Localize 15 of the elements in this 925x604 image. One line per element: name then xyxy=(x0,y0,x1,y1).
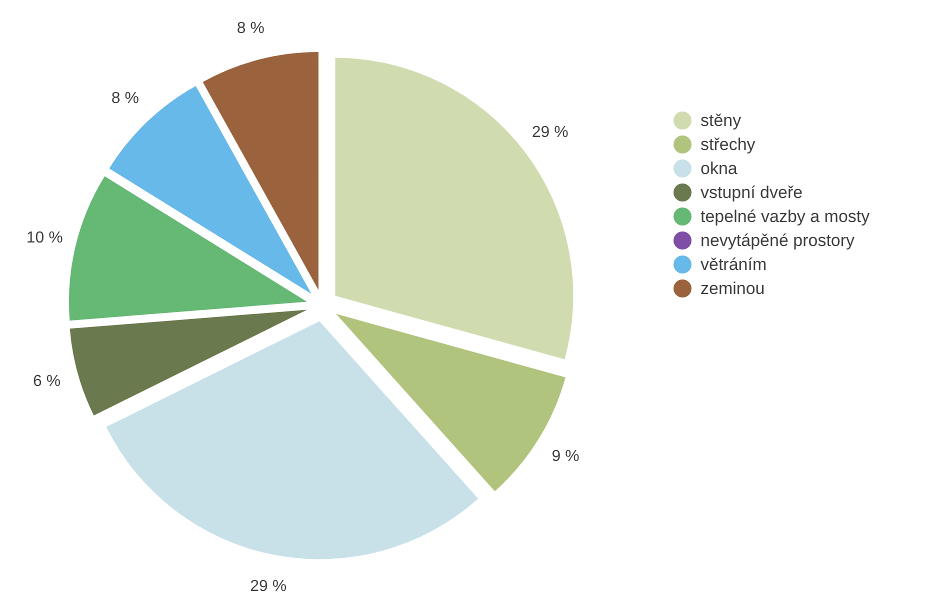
legend-label: zeminou xyxy=(700,279,765,298)
data-label: 29 % xyxy=(532,124,568,141)
legend-label: nevytápěné prostory xyxy=(700,231,856,250)
data-label: 6 % xyxy=(33,373,61,390)
legend-label: větráním xyxy=(700,255,767,274)
legend-label: vstupní dveře xyxy=(700,183,803,202)
data-label: 10 % xyxy=(26,230,63,247)
data-label: 9 % xyxy=(552,448,580,465)
legend-label: tepelné vazby a mosty xyxy=(700,207,870,226)
data-label: 8 % xyxy=(236,20,264,38)
legend-label: stěny xyxy=(700,111,742,130)
data-label: 8 % xyxy=(111,90,139,108)
data-label: 29 % xyxy=(250,578,287,595)
legend-label: střechy xyxy=(700,135,756,154)
legend-label: okna xyxy=(700,159,738,178)
